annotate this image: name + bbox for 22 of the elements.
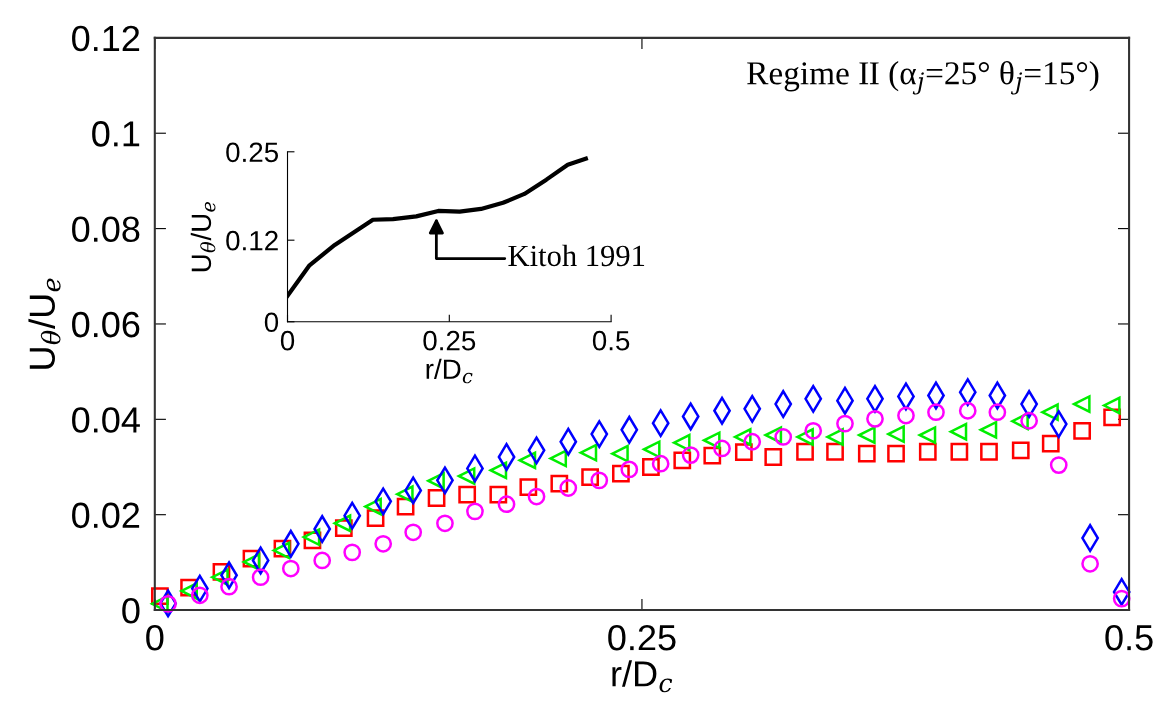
annotation: Regime II (α$_{j}$=25° θ$_{j}$=15°): [747, 60, 1099, 95]
y-axis-title: U$_{θ}$/U$_{e}$: [190, 201, 216, 272]
y-tick-label: 0.12: [226, 230, 278, 251]
x-axis-title: r/D$_{c}$: [426, 358, 473, 384]
x-axis-title: r/D$_{c}$: [612, 660, 673, 693]
x-tick-label: 0: [146, 624, 164, 651]
x-tick-label: 0.5: [1105, 624, 1153, 651]
annotation: Kitoh 1991: [508, 244, 645, 267]
x-tick-label: 0: [280, 330, 295, 351]
y-tick-label: 0.06: [72, 311, 140, 338]
y-tick-label: 0.02: [72, 502, 140, 529]
x-tick-label: 0.25: [423, 330, 476, 351]
y-tick-label: 0.12: [72, 25, 140, 52]
y-tick-label: 0: [122, 597, 140, 624]
x-tick-label: 0.25: [608, 624, 676, 651]
y-axis-title: U$_{θ}$/U$_{e}$: [28, 278, 61, 369]
x-tick-label: 0.5: [592, 330, 630, 351]
y-tick-label: 0.08: [72, 216, 140, 243]
y-tick-label: 0.25: [226, 142, 279, 163]
y-tick-label: 0.04: [72, 407, 140, 433]
y-tick-label: 0: [264, 312, 279, 333]
y-tick-label: 0.1: [92, 121, 140, 147]
